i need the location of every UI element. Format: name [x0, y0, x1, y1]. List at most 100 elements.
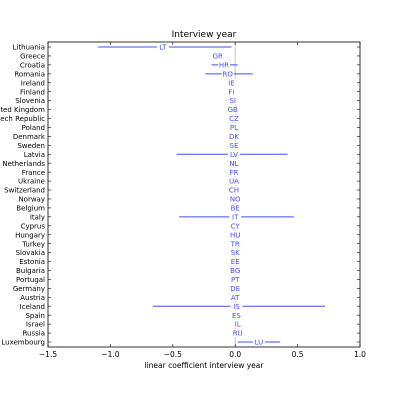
y-tick-label-ch: Switzerland [4, 187, 45, 195]
y-tick-label-gb: United Kingdom [0, 106, 45, 114]
y-tick-label-fr: France [22, 169, 45, 177]
code-label-sk: SK [231, 249, 240, 257]
x-axis-label: linear coefficient interview year [145, 361, 265, 370]
y-tick-label-dk: Denmark [13, 133, 46, 141]
code-label-bg [230, 302, 243, 311]
y-tick-label-ru: Russia [22, 330, 45, 338]
code-label-bg [211, 51, 224, 60]
chart-title: Interview year [172, 30, 237, 40]
code-label-bg [230, 311, 243, 320]
y-tick-label-tr: Turkey [21, 240, 45, 248]
code-label-bg [225, 87, 238, 96]
y-tick-label-is: Iceland [20, 303, 45, 311]
x-axis-layer: −1.5 −1.0 −0.5 0.0 0.5 1.0 [39, 42, 366, 359]
y-tick-label-pt: Portugal [16, 276, 45, 284]
y-tick-label-hu: Hungary [15, 231, 45, 239]
y-tick-label-gr: Greece [20, 53, 45, 61]
code-label-bg [226, 105, 239, 114]
code-label-fr: FR [230, 169, 239, 177]
code-label-bg [227, 141, 240, 150]
y-tick-label-si: Slovenia [15, 97, 45, 105]
y-tick-label-fi: Finland [20, 88, 45, 96]
code-label-bg [227, 186, 240, 195]
code-label-bg [229, 212, 242, 221]
code-label-bg [225, 78, 238, 87]
code-label-si: SI [229, 97, 236, 105]
x-tick-label: −0.5 [164, 350, 182, 359]
y-tick-label-pl: Poland [22, 124, 45, 132]
code-label-de: DE [230, 285, 240, 293]
code-label-dk: DK [229, 133, 239, 141]
code-label-be: BE [231, 205, 240, 213]
code-label-bg [229, 203, 242, 212]
y-tick-label-bg: Bulgaria [16, 267, 45, 275]
code-label-bg [229, 230, 242, 239]
y-tick-label-es: Spain [25, 312, 45, 320]
code-label-ch: CH [229, 187, 239, 195]
y-tick-label-sk: Slovakia [16, 249, 45, 257]
code-label-hr: HR [219, 61, 229, 69]
code-label-cz: CZ [229, 115, 239, 123]
y-tick-label-ie: Ireland [21, 79, 45, 87]
x-tick-label: 0.5 [292, 350, 304, 359]
code-label-bg: BG [230, 267, 240, 275]
code-label-lu: LU [255, 339, 264, 347]
code-label-pt: PT [231, 276, 240, 284]
code-label-bg [229, 284, 242, 293]
code-label-no: NO [230, 196, 241, 204]
code-label-bg [227, 159, 240, 168]
y-tick-label-cz: Czech Republic [0, 115, 45, 123]
code-label-se: SE [230, 142, 239, 150]
y-tick-label-se: Sweden [17, 142, 45, 150]
code-label-gr: GR [213, 53, 223, 61]
y-tick-label-ua: Ukraine [18, 178, 45, 186]
code-label-ro: RO [223, 70, 234, 78]
code-label-cy: CY [231, 222, 241, 230]
code-label-bg [227, 114, 240, 123]
y-tick-label-il: Israel [26, 321, 45, 329]
code-label-fi: FI [228, 88, 234, 96]
y-tick-label-lv: Latvia [24, 151, 45, 159]
code-label-il: IL [235, 321, 241, 329]
code-label-tr: TR [230, 240, 240, 248]
y-tick-label-cy: Cyprus [21, 222, 46, 230]
code-label-bg [229, 194, 242, 203]
code-label-bg [229, 221, 242, 230]
y-tick-label-it: Italy [30, 213, 45, 221]
code-label-bg [227, 123, 240, 132]
code-label-bg [217, 60, 230, 69]
code-label-bg [231, 320, 244, 329]
x-tick-label: −1.0 [101, 350, 119, 359]
plot-area [47, 41, 361, 348]
y-tick-label-lu: Luxembourg [1, 339, 45, 347]
code-label-ru: RU [233, 330, 243, 338]
code-label-bg [227, 168, 240, 177]
code-label-bg [229, 266, 242, 275]
y-tick-label-nl: Netherlands [2, 160, 45, 168]
y-tick-label-ro: Romania [14, 70, 45, 78]
y-tick-label-hr: Croatia [20, 61, 45, 69]
code-label-bg [252, 338, 265, 346]
code-label-bg [229, 239, 242, 248]
code-label-bg [229, 248, 242, 257]
code-label-ie: IE [228, 79, 235, 87]
code-label-bg [229, 275, 242, 284]
y-tick-label-ee: Estonia [19, 258, 45, 266]
code-label-bg [229, 257, 242, 266]
y-axis-layer: LithuaniaGreeceCroatiaRomaniaIrelandFinl… [0, 44, 360, 347]
code-label-it: IT [232, 213, 239, 221]
code-label-layer: LT GRHRROIEFISIGBCZPLDKSELVNLFRUACHNOBEIT… [156, 43, 265, 347]
code-label-bg [227, 132, 240, 141]
y-tick-label-no: Norway [18, 196, 45, 204]
code-label-es: ES [232, 312, 241, 320]
code-label-nl: NL [229, 160, 238, 168]
code-label-bg [229, 293, 242, 302]
code-label-bg [227, 177, 240, 186]
code-label-bg [227, 150, 240, 159]
code-label-gb: GB [228, 106, 238, 114]
code-label-hu: HU [230, 231, 240, 239]
code-label-bg [156, 43, 169, 51]
x-tick-label: −1.5 [39, 350, 57, 359]
x-tick-label: 0.0 [229, 350, 241, 359]
